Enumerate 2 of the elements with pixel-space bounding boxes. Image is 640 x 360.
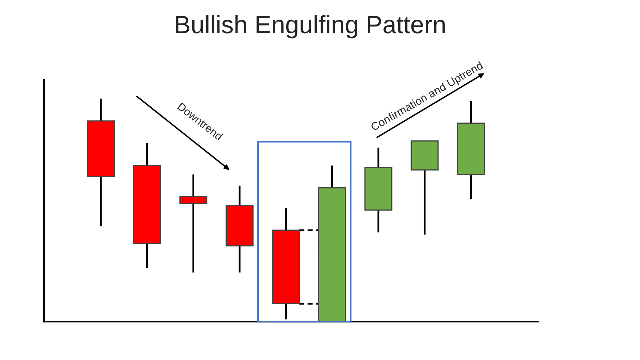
candlestick <box>180 174 208 274</box>
chart-title: Bullish Engulfing Pattern <box>176 15 445 39</box>
